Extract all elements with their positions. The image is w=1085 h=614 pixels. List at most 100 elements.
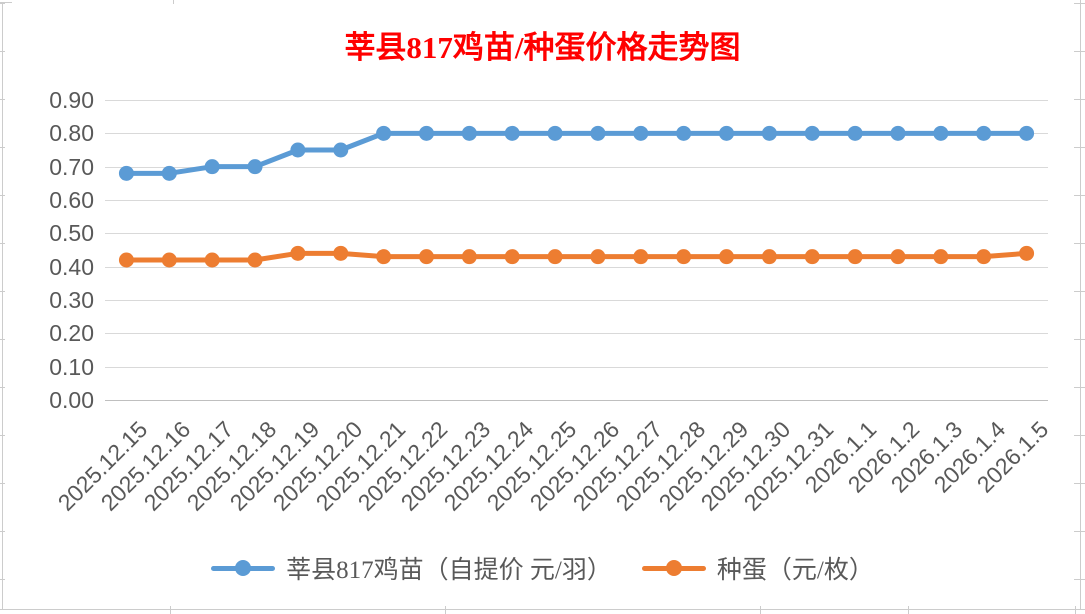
spreadsheet-gridline xyxy=(445,606,446,614)
y-axis-tick-label: 0.40 xyxy=(49,253,94,280)
y-axis-tick-label: 0.80 xyxy=(49,120,94,147)
spreadsheet-gridline xyxy=(1074,483,1085,484)
data-point-series2 xyxy=(847,249,863,265)
spreadsheet-gridline xyxy=(1074,195,1085,196)
spreadsheet-gridline xyxy=(0,147,5,148)
data-point-series1 xyxy=(761,125,777,141)
spreadsheet-gridline xyxy=(0,99,5,100)
spreadsheet-gridline xyxy=(1074,387,1085,388)
gridline xyxy=(105,333,1048,335)
data-point-series2 xyxy=(761,249,777,265)
y-axis-tick-label: 0.90 xyxy=(49,87,94,113)
data-point-series1 xyxy=(633,125,649,141)
spreadsheet-gridline xyxy=(0,291,5,292)
data-point-series2 xyxy=(504,249,520,265)
spreadsheet-gridline xyxy=(0,579,5,580)
spreadsheet-gridline xyxy=(1074,435,1085,436)
gridline xyxy=(105,166,1048,168)
data-point-series2 xyxy=(247,252,263,268)
spreadsheet-gridline xyxy=(1074,147,1085,148)
data-point-series2 xyxy=(590,249,606,265)
spreadsheet-gridline xyxy=(0,3,5,4)
spreadsheet-gridline xyxy=(0,51,5,52)
gridline xyxy=(105,366,1048,368)
spreadsheet-gridline xyxy=(170,606,171,614)
spreadsheet-gridline xyxy=(1074,3,1085,4)
y-axis-tick-label: 0.70 xyxy=(49,153,94,180)
series-line-1 xyxy=(123,130,1030,176)
data-point-series2 xyxy=(418,249,434,265)
spreadsheet-gridline xyxy=(1080,0,1081,609)
spreadsheet-gridline xyxy=(1074,243,1085,244)
gridline xyxy=(105,233,1048,235)
data-point-series1 xyxy=(933,125,949,141)
data-point-series1 xyxy=(204,159,220,175)
data-point-series1 xyxy=(976,125,992,141)
legend-label: 莘县817鸡苗（自提价 元/羽） xyxy=(286,557,612,584)
data-point-series1 xyxy=(847,125,863,141)
spreadsheet-gridline xyxy=(908,606,909,614)
data-point-series2 xyxy=(719,249,735,265)
legend-item-series2: 种蛋（元/枚） xyxy=(641,550,874,586)
legend-item-series1: 莘县817鸡苗（自提价 元/羽） xyxy=(211,550,612,586)
series-line-2 xyxy=(123,250,1030,263)
data-point-series2 xyxy=(804,249,820,265)
spreadsheet-gridline xyxy=(0,483,5,484)
data-point-series1 xyxy=(376,125,392,141)
data-point-series1 xyxy=(461,125,477,141)
data-point-series2 xyxy=(376,249,392,265)
gridline xyxy=(105,400,1048,401)
spreadsheet-gridline xyxy=(760,606,761,614)
legend-line-marker-icon xyxy=(641,559,706,577)
y-axis-tick-label: 0.30 xyxy=(49,287,94,313)
spreadsheet-gridline xyxy=(0,387,5,388)
y-axis-tick-label: 0.60 xyxy=(49,187,94,213)
data-point-series1 xyxy=(161,165,177,181)
spreadsheet-gridline xyxy=(1075,606,1076,614)
chart-title: 莘县817鸡苗/种蛋价格走势图 xyxy=(344,30,741,65)
data-point-series1 xyxy=(290,142,306,158)
data-point-series1 xyxy=(590,125,606,141)
spreadsheet-gridline xyxy=(1074,339,1085,340)
spreadsheet-gridline xyxy=(1074,291,1085,292)
y-axis-tick-label: 0.50 xyxy=(49,220,94,247)
data-point-series1 xyxy=(890,125,906,141)
gridline xyxy=(105,300,1048,301)
y-axis-tick-label: 0.00 xyxy=(49,387,94,413)
spreadsheet-gridline xyxy=(2,2,3,609)
data-point-series1 xyxy=(118,165,134,181)
spreadsheet-gridline xyxy=(1074,99,1085,100)
data-point-series2 xyxy=(1019,245,1035,261)
data-point-series1 xyxy=(1019,125,1035,141)
legend-label: 种蛋（元/枚） xyxy=(716,557,874,584)
data-point-series2 xyxy=(633,249,649,265)
y-axis-tick-label: 0.10 xyxy=(49,353,94,380)
data-point-series1 xyxy=(418,125,434,141)
spreadsheet-gridline xyxy=(173,0,174,4)
data-point-series2 xyxy=(333,245,349,261)
spreadsheet-gridline xyxy=(1074,579,1085,580)
data-point-series1 xyxy=(247,159,263,175)
spreadsheet-gridline xyxy=(0,609,1085,610)
y-axis-tick-label: 0.20 xyxy=(49,320,94,347)
data-point-series2 xyxy=(118,252,134,268)
gridline xyxy=(105,200,1048,201)
chart-legend: 莘县817鸡苗（自提价 元/羽） 种蛋（元/枚） xyxy=(0,550,1085,586)
legend-line-marker-icon xyxy=(211,559,276,577)
spreadsheet-gridline xyxy=(0,531,5,532)
data-point-series1 xyxy=(547,125,563,141)
data-point-series2 xyxy=(461,249,477,265)
data-point-series1 xyxy=(504,125,520,141)
spreadsheet-gridline xyxy=(0,339,5,340)
data-point-series2 xyxy=(547,249,563,265)
data-point-series2 xyxy=(290,245,306,261)
spreadsheet-gridline xyxy=(0,435,5,436)
spreadsheet-gridline xyxy=(0,195,5,196)
spreadsheet-gridline xyxy=(0,243,5,244)
spreadsheet-gridline xyxy=(0,2,12,3)
data-point-series2 xyxy=(161,252,177,268)
data-point-series1 xyxy=(804,125,820,141)
gridline xyxy=(105,100,1048,101)
